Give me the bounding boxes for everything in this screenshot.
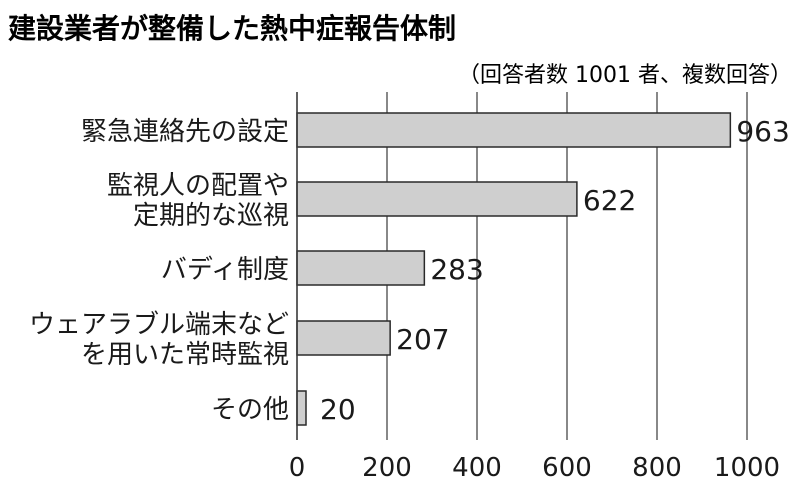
category-label-1-line-1: 定期的な巡視 bbox=[133, 201, 289, 231]
bar-4 bbox=[296, 390, 307, 426]
category-label-2: バディ制度 bbox=[161, 255, 289, 285]
x-tick-label-600: 600 bbox=[542, 453, 592, 483]
value-label-4: 20 bbox=[320, 393, 356, 426]
bar-1 bbox=[296, 181, 578, 217]
category-label-4: その他 bbox=[211, 395, 289, 425]
category-label-3-line-0: ウェアラブル端末など bbox=[29, 310, 289, 340]
bar-0 bbox=[296, 112, 732, 148]
x-tick-label-200: 200 bbox=[362, 453, 412, 483]
plot-area: 963 622 283 207 20 緊急連絡先の設定監視人の配置や定期的な巡視バディ制度… bbox=[29, 92, 790, 483]
bar-3 bbox=[296, 320, 391, 356]
value-label-0: 963 bbox=[736, 115, 789, 148]
value-label-2: 283 bbox=[430, 253, 483, 286]
x-tick-label-400: 400 bbox=[452, 453, 502, 483]
x-tick-label-1000: 1000 bbox=[714, 453, 780, 483]
category-label-3-line-1: を用いた常時監視 bbox=[81, 340, 289, 370]
category-label-0: 緊急連絡先の設定 bbox=[81, 117, 289, 147]
category-label-1-line-0: 監視人の配置や bbox=[107, 171, 289, 201]
value-label-1: 622 bbox=[583, 184, 636, 217]
chart-title: 建設業者が整備した熱中症報告体制 bbox=[8, 12, 456, 45]
chart-subtitle: （回答者数 1001 者、複数回答） bbox=[458, 63, 792, 88]
bar-2 bbox=[296, 250, 426, 286]
x-tick-label-800: 800 bbox=[632, 453, 682, 483]
x-tick-label-0: 0 bbox=[289, 453, 306, 483]
value-label-3: 207 bbox=[396, 323, 449, 356]
